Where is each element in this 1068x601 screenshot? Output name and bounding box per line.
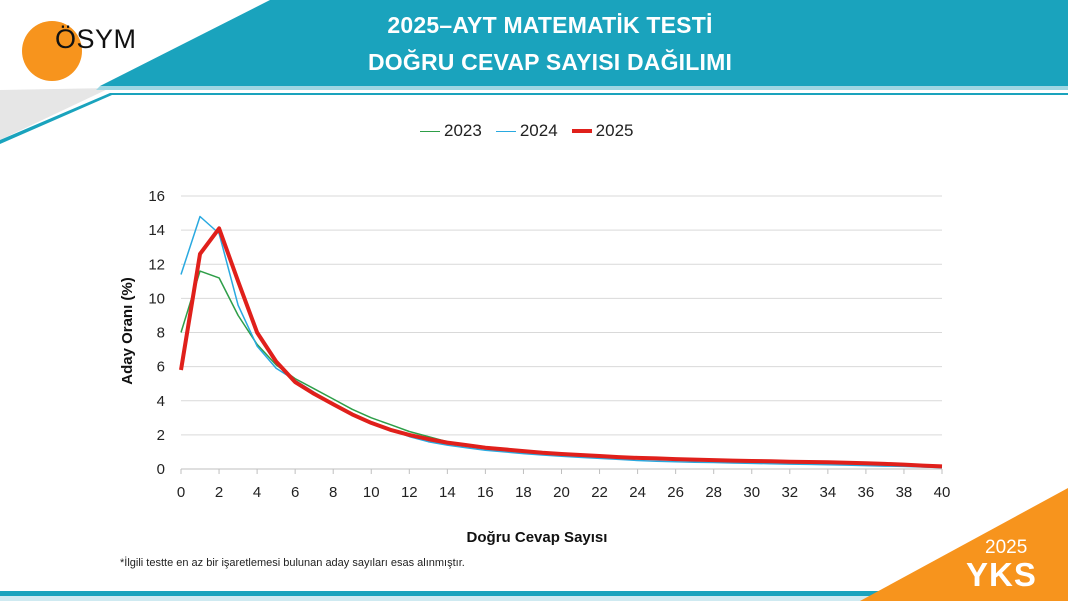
x-tick-label: 34 <box>820 484 837 501</box>
badge-year: 2025 <box>985 537 1028 558</box>
x-tick-label: 38 <box>896 484 913 501</box>
x-tick-label: 18 <box>515 484 532 501</box>
x-tick-label: 30 <box>743 484 760 501</box>
series-line-2024 <box>180 215 943 469</box>
y-tick-label: 0 <box>157 461 165 478</box>
series-line-2025 <box>179 226 943 469</box>
legend-swatch <box>495 130 516 132</box>
x-tick-label: 26 <box>667 484 684 501</box>
x-tick-label: 0 <box>177 484 185 501</box>
y-tick-label: 12 <box>148 256 165 273</box>
legend-item-2023: 2023 <box>420 121 482 141</box>
chart-series <box>179 215 943 469</box>
y-tick-label: 4 <box>157 393 165 410</box>
x-tick-label: 2 <box>215 484 223 501</box>
osym-logo-text: ÖSYM <box>55 24 137 54</box>
y-tick-label: 16 <box>148 188 165 205</box>
x-tick-label: 32 <box>781 484 798 501</box>
y-tick-label: 6 <box>157 359 165 376</box>
x-tick-label: 12 <box>401 484 418 501</box>
legend-label: 2025 <box>595 121 634 140</box>
x-tick-label: 24 <box>629 484 646 501</box>
x-tick-label: 36 <box>858 484 875 501</box>
chart-gridlines <box>181 195 942 436</box>
x-tick-label: 10 <box>363 484 380 501</box>
x-tick-label: 40 <box>934 484 951 501</box>
series-line-2023 <box>180 270 943 468</box>
x-tick-label: 14 <box>439 484 456 501</box>
x-axis-title: Doğru Cevap Sayısı <box>467 529 608 546</box>
x-tick-label: 28 <box>705 484 722 501</box>
x-tick-label: 22 <box>591 484 608 501</box>
x-tick-label: 16 <box>477 484 494 501</box>
x-tick-label: 6 <box>291 484 299 501</box>
x-tick-label: 8 <box>329 484 337 501</box>
page-title-line-1: 2025–AYT MATEMATİK TESTİ <box>387 12 713 38</box>
legend-swatch <box>571 129 592 133</box>
osym-logo-circle <box>22 21 82 81</box>
yks-badge-shape <box>860 488 1068 601</box>
y-tick-label: 8 <box>157 325 165 342</box>
x-tick-label: 20 <box>553 484 570 501</box>
legend-label: 2023 <box>444 121 482 140</box>
legend-item-2025: 2025 <box>571 121 634 141</box>
legend-item-2024: 2024 <box>495 121 558 141</box>
legend-label: 2024 <box>519 121 558 140</box>
legend-swatch <box>420 130 440 132</box>
footnote: *İlgili testte en az bir işaretlemesi bu… <box>120 557 465 569</box>
header-band <box>100 0 1068 86</box>
y-tick-label: 14 <box>148 222 165 239</box>
page-title-line-2: DOĞRU CEVAP SAYISI DAĞILIMI <box>367 49 733 75</box>
chart-legend: 2023 2024 2025 <box>420 121 633 141</box>
badge-name: YKS <box>966 556 1037 593</box>
x-tick-label: 4 <box>253 484 261 501</box>
y-tick-label: 10 <box>148 290 165 307</box>
y-axis-title: Aday Oranı (%) <box>119 277 136 385</box>
y-tick-label: 2 <box>157 427 165 444</box>
